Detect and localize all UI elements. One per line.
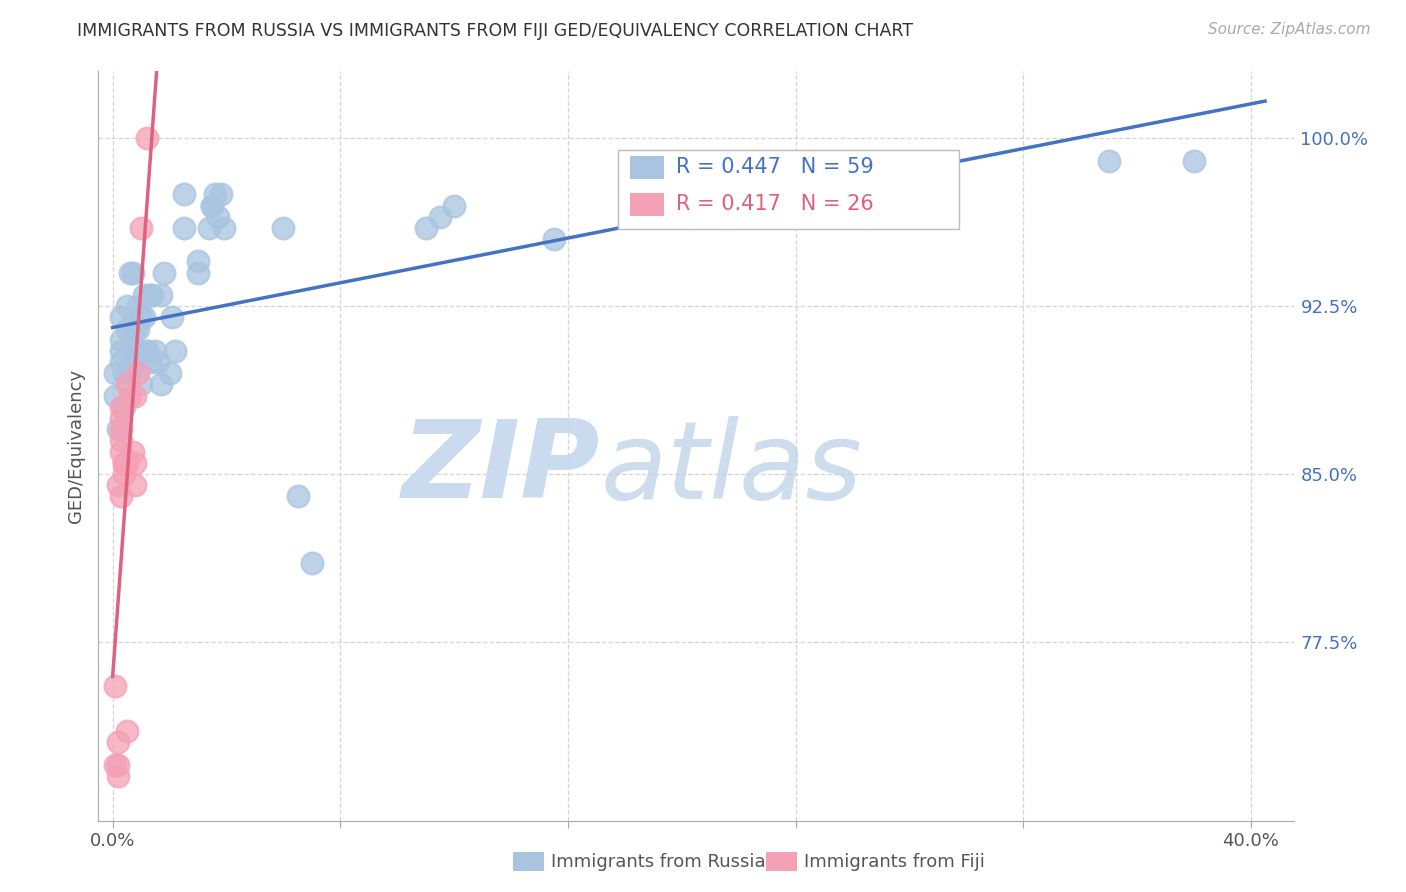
Point xyxy=(201,198,224,212)
Point xyxy=(112,456,135,470)
Point xyxy=(107,769,129,783)
Point xyxy=(124,355,146,369)
Point xyxy=(110,333,132,347)
Point xyxy=(212,221,235,235)
Text: IMMIGRANTS FROM RUSSIA VS IMMIGRANTS FROM FIJI GED/EQUIVALENCY CORRELATION CHART: IMMIGRANTS FROM RUSSIA VS IMMIGRANTS FRO… xyxy=(77,22,914,40)
Point xyxy=(143,343,166,358)
Point xyxy=(135,343,157,358)
Point xyxy=(110,343,132,358)
Point xyxy=(104,367,127,381)
Point xyxy=(107,757,129,772)
Point xyxy=(198,221,221,235)
Point xyxy=(110,434,132,448)
Point xyxy=(107,422,129,436)
Y-axis label: GED/Equivalency: GED/Equivalency xyxy=(66,369,84,523)
Point xyxy=(124,389,146,403)
Point xyxy=(118,389,141,403)
Bar xyxy=(630,194,664,216)
Point xyxy=(112,467,135,481)
Point xyxy=(135,343,157,358)
Point xyxy=(415,221,437,235)
Point xyxy=(110,355,132,369)
Point xyxy=(150,288,173,302)
Text: R = 0.447   N = 59: R = 0.447 N = 59 xyxy=(676,156,873,177)
Point xyxy=(110,422,132,436)
Point xyxy=(1182,153,1205,168)
Text: Immigrants from Fiji: Immigrants from Fiji xyxy=(804,853,986,871)
Point xyxy=(115,724,138,739)
Point xyxy=(104,757,127,772)
Point xyxy=(110,310,132,325)
Point xyxy=(121,444,143,458)
Point xyxy=(628,187,651,202)
Point xyxy=(162,310,184,325)
Point xyxy=(124,456,146,470)
Point xyxy=(118,367,141,381)
Point xyxy=(138,355,160,369)
Point xyxy=(127,321,149,335)
Point xyxy=(204,187,226,202)
Point xyxy=(115,456,138,470)
Point xyxy=(287,489,309,503)
Point xyxy=(209,187,232,202)
Point xyxy=(127,299,149,313)
Point xyxy=(138,288,160,302)
Point xyxy=(110,411,132,425)
Point xyxy=(115,377,138,392)
Point xyxy=(150,377,173,392)
Text: Immigrants from Russia: Immigrants from Russia xyxy=(551,853,766,871)
Point xyxy=(187,266,209,280)
Point xyxy=(201,198,224,212)
Point xyxy=(135,131,157,145)
Point xyxy=(129,221,152,235)
FancyBboxPatch shape xyxy=(619,150,959,228)
Point xyxy=(127,343,149,358)
Point xyxy=(107,735,129,749)
Text: Source: ZipAtlas.com: Source: ZipAtlas.com xyxy=(1208,22,1371,37)
Point xyxy=(110,489,132,503)
Point xyxy=(104,680,127,694)
Point xyxy=(301,557,323,571)
Point xyxy=(273,221,295,235)
Point xyxy=(110,400,132,414)
Point xyxy=(112,456,135,470)
Point xyxy=(429,210,451,224)
Point xyxy=(124,321,146,335)
Point xyxy=(543,232,565,246)
Text: atlas: atlas xyxy=(600,416,862,521)
Point xyxy=(121,343,143,358)
Point xyxy=(112,367,135,381)
Point xyxy=(153,266,176,280)
Point xyxy=(115,321,138,335)
Point xyxy=(127,367,149,381)
Point xyxy=(159,367,181,381)
Point xyxy=(118,266,141,280)
Point xyxy=(187,254,209,268)
Point xyxy=(132,310,155,325)
Point xyxy=(727,165,749,179)
Point xyxy=(141,288,163,302)
Text: R = 0.417   N = 26: R = 0.417 N = 26 xyxy=(676,194,873,214)
Bar xyxy=(630,156,664,178)
Point xyxy=(110,444,132,458)
Point xyxy=(207,210,229,224)
Point xyxy=(443,198,465,212)
Point xyxy=(165,343,187,358)
Point xyxy=(104,389,127,403)
Point xyxy=(132,288,155,302)
Point xyxy=(121,266,143,280)
Point xyxy=(148,355,170,369)
Point xyxy=(173,221,195,235)
Point xyxy=(112,400,135,414)
Point xyxy=(129,310,152,325)
Point xyxy=(1097,153,1119,168)
Point xyxy=(124,478,146,492)
Point xyxy=(115,299,138,313)
Point xyxy=(173,187,195,202)
Point xyxy=(129,377,152,392)
Text: ZIP: ZIP xyxy=(402,416,600,522)
Point xyxy=(107,478,129,492)
